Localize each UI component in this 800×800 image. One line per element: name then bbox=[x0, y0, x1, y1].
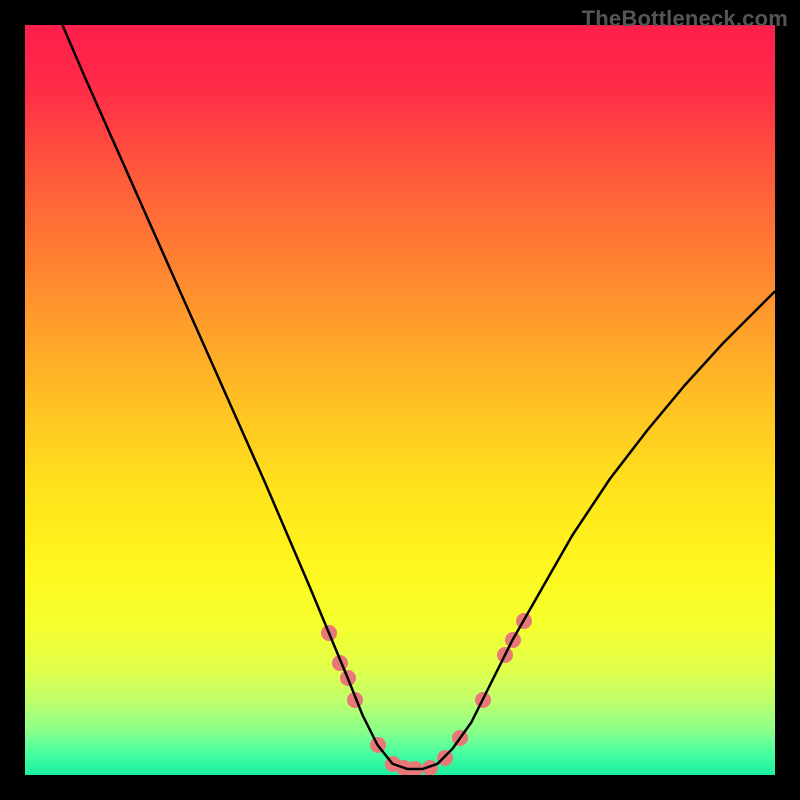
curve-line bbox=[25, 25, 775, 775]
watermark-text: TheBottleneck.com bbox=[582, 6, 788, 32]
plot-outer-frame bbox=[0, 0, 800, 800]
plot-area bbox=[25, 25, 775, 775]
chart-container: TheBottleneck.com bbox=[0, 0, 800, 800]
